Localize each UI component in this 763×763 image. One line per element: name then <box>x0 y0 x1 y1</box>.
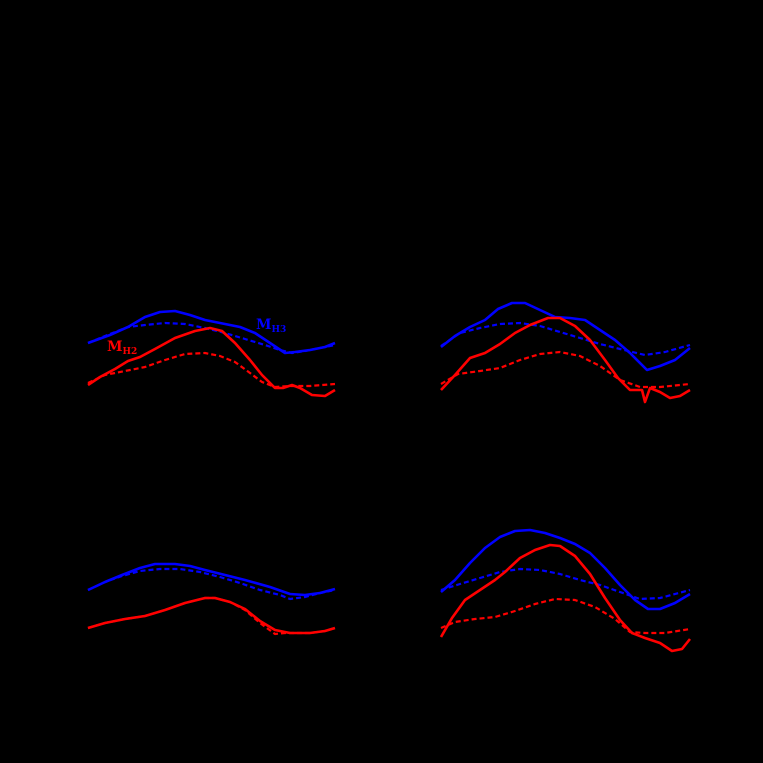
curve-mh2-dashed <box>87 351 336 389</box>
curve-mh3-solid <box>440 528 691 611</box>
panel-top-right <box>440 301 691 404</box>
label-mh2-main: M <box>107 339 123 355</box>
label-mh3: MH3 <box>256 318 286 335</box>
panel-bottom-left <box>87 562 336 636</box>
curve-mh2-dashed <box>440 350 691 389</box>
curve-mh2-dashed <box>87 596 336 636</box>
curve-mh2-solid <box>439 543 692 653</box>
curve-mh3-dashed <box>87 567 336 601</box>
panel-top-left <box>87 309 336 398</box>
label-mh2-sub: H2 <box>122 347 138 357</box>
curve-mh3-solid <box>87 562 336 597</box>
curve-mh2-dashed <box>440 597 691 635</box>
curve-mh3-dashed <box>440 567 691 601</box>
label-mh3-sub: H3 <box>271 325 287 335</box>
curve-mh3-dashed <box>440 321 691 357</box>
panel-bottom-right <box>439 528 692 653</box>
label-mh3-main: M <box>256 317 272 333</box>
curve-mh3-dashed <box>87 321 336 355</box>
curve-mh2-solid <box>440 316 691 404</box>
label-mh2: MH2 <box>107 340 137 357</box>
curve-mh3-solid <box>440 301 691 372</box>
curve-mh2-solid <box>87 326 336 398</box>
